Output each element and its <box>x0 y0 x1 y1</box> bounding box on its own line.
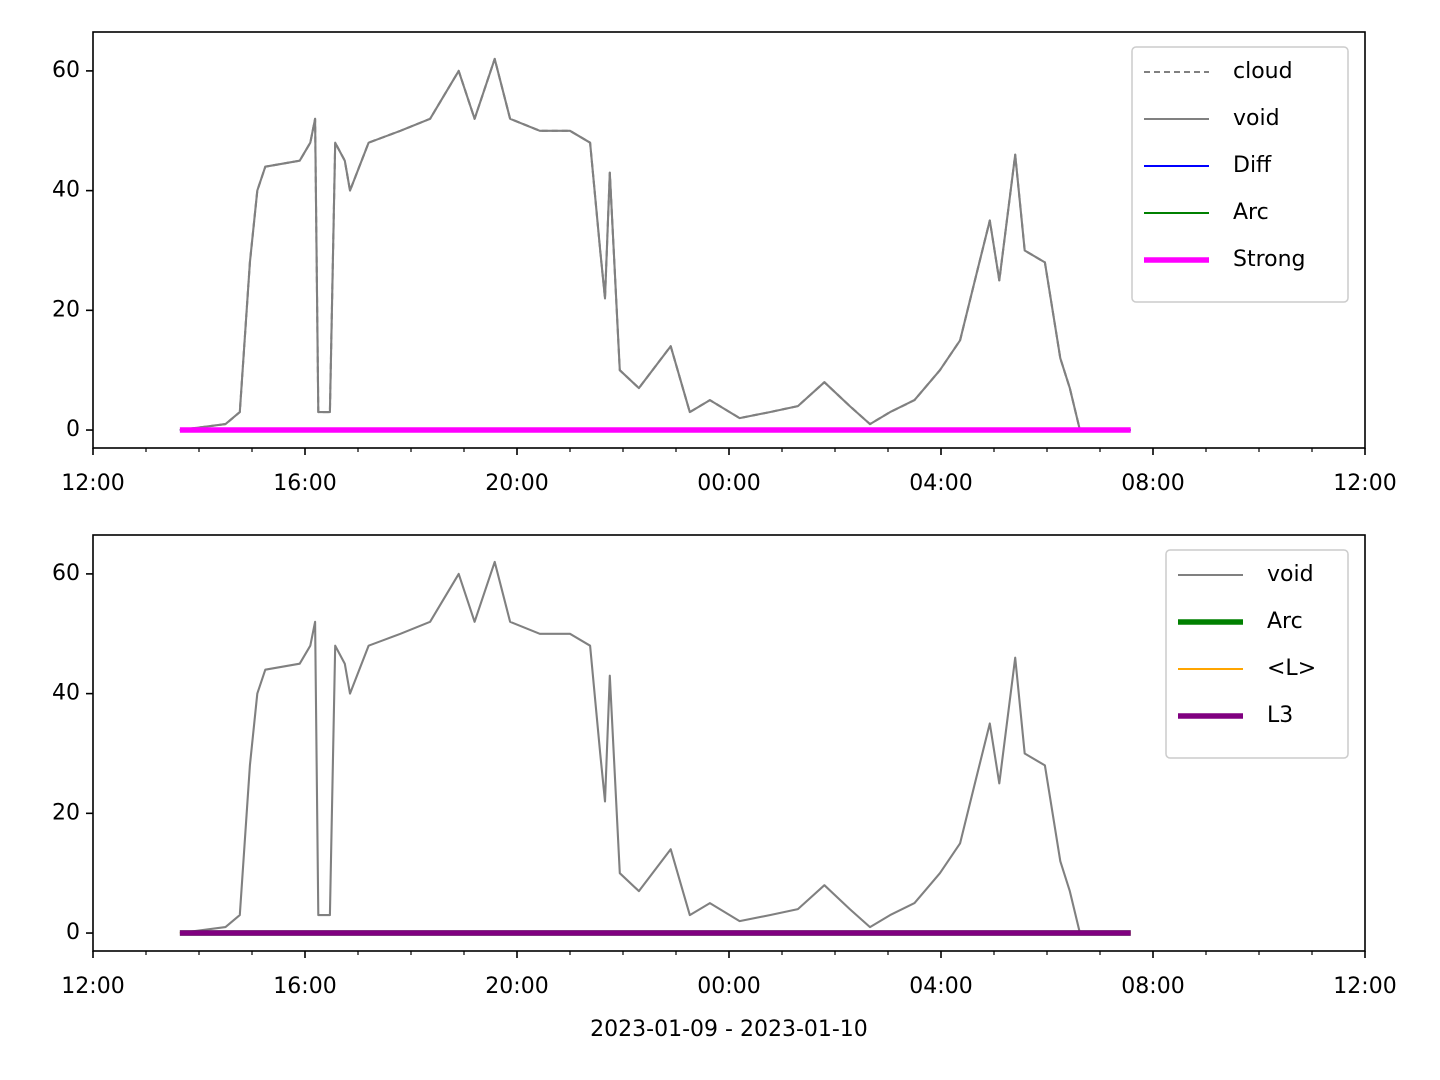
x-axis-label: 2023-01-09 - 2023-01-10 <box>590 1017 868 1042</box>
x-tick-label: 12:00 <box>1333 471 1396 496</box>
x-tick-label: 16:00 <box>273 974 336 999</box>
y-tick-label: 0 <box>66 920 80 945</box>
x-tick-label: 04:00 <box>909 471 972 496</box>
y-tick-label: 40 <box>52 681 80 706</box>
x-tick-label: 00:00 <box>697 471 760 496</box>
x-tick-label: 08:00 <box>1121 471 1184 496</box>
y-tick-label: 20 <box>52 297 80 322</box>
y-tick-label: 20 <box>52 800 80 825</box>
legend-box <box>1131 46 1349 303</box>
x-tick-label: 12:00 <box>1333 974 1396 999</box>
legend-label: Diff <box>1233 153 1272 178</box>
y-tick-label: 0 <box>66 417 80 442</box>
legend-label: void <box>1267 562 1314 587</box>
series-line <box>179 57 1081 432</box>
x-tick-label: 08:00 <box>1121 974 1184 999</box>
legend-label: Strong <box>1233 247 1306 272</box>
y-tick-label: 60 <box>52 58 80 83</box>
legend-label: Arc <box>1267 609 1303 634</box>
series-line <box>179 57 1081 432</box>
plot-frame <box>92 31 1366 449</box>
legend-label: cloud <box>1233 59 1293 84</box>
x-tick-label: 20:00 <box>485 974 548 999</box>
legend-label: void <box>1233 106 1280 131</box>
y-tick-label: 40 <box>52 178 80 203</box>
x-tick-label: 00:00 <box>697 974 760 999</box>
legend-label: L3 <box>1267 703 1293 728</box>
x-tick-label: 20:00 <box>485 471 548 496</box>
series-line <box>179 560 1081 935</box>
x-tick-label: 16:00 <box>273 471 336 496</box>
legend-label: <L> <box>1267 656 1316 681</box>
plot-frame <box>92 534 1366 952</box>
x-tick-label: 04:00 <box>909 974 972 999</box>
legend-label: Arc <box>1233 200 1269 225</box>
y-tick-label: 60 <box>52 561 80 586</box>
legend-box <box>1165 549 1349 759</box>
x-tick-label: 12:00 <box>61 974 124 999</box>
x-tick-label: 12:00 <box>61 471 124 496</box>
